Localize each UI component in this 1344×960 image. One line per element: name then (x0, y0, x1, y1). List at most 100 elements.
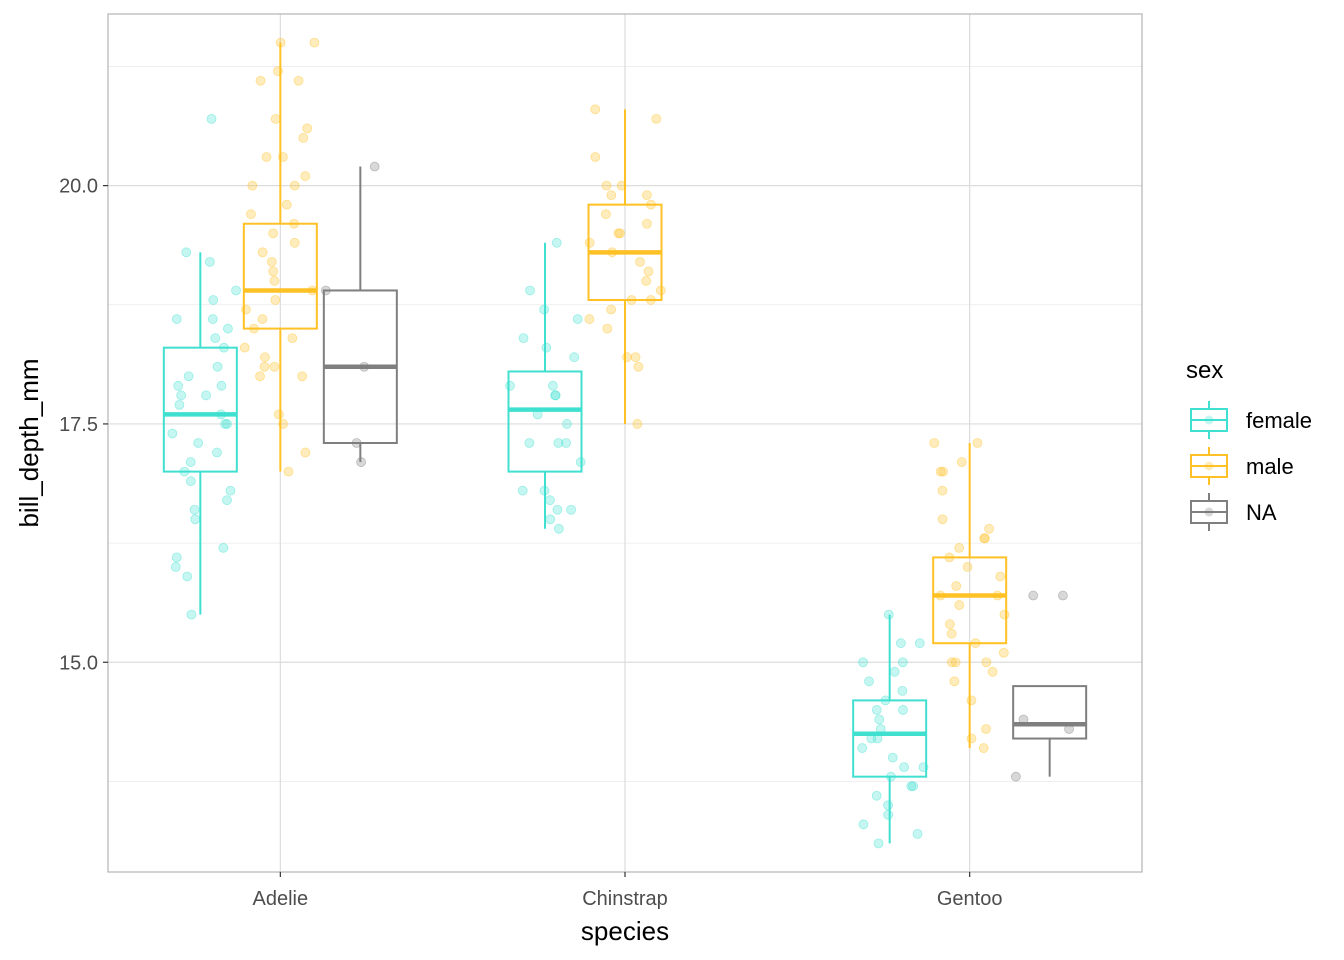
data-point (171, 552, 182, 563)
data-point (173, 380, 184, 391)
data-point (979, 533, 990, 544)
data-point (193, 438, 204, 448)
data-point (642, 218, 652, 229)
data-point (222, 419, 232, 429)
data-point (946, 628, 957, 639)
data-point (601, 180, 612, 191)
data-point (873, 838, 884, 849)
data-point (241, 304, 251, 315)
data-point (552, 504, 563, 515)
data-point (897, 657, 908, 668)
data-point (883, 809, 894, 820)
data-point (874, 714, 885, 725)
data-point (897, 685, 908, 696)
data-point (278, 152, 288, 162)
data-point (875, 724, 886, 734)
data-point (566, 504, 576, 515)
data-point (984, 523, 995, 534)
data-point (995, 571, 1006, 582)
data-point (606, 304, 617, 315)
data-point (259, 361, 270, 372)
data-point (218, 542, 229, 553)
data-point (186, 609, 197, 620)
data-point (572, 314, 583, 324)
data-point (871, 705, 882, 715)
data-point (268, 266, 279, 277)
data-point (914, 638, 925, 649)
data-point (289, 218, 299, 229)
data-point (632, 419, 643, 429)
box-iqr (507, 370, 583, 473)
data-point (858, 819, 869, 830)
data-point (351, 438, 362, 448)
y-tick-label: 17.5 (59, 414, 98, 436)
data-point (864, 676, 874, 687)
box-chinstrap-female (507, 242, 583, 529)
data-point (190, 514, 201, 525)
data-point (225, 485, 236, 496)
data-point (972, 438, 983, 448)
box-iqr (852, 699, 928, 778)
data-point (643, 266, 654, 277)
legend-label: female (1246, 408, 1312, 433)
data-point (981, 657, 992, 668)
data-point (613, 228, 624, 239)
data-point (899, 762, 910, 773)
data-point (270, 295, 281, 305)
data-point (505, 380, 515, 391)
data-point (949, 676, 960, 687)
data-point (283, 466, 294, 477)
box-gentoo-male (932, 443, 1008, 749)
data-point (273, 409, 284, 420)
data-point (1064, 724, 1074, 734)
data-point (524, 438, 535, 448)
legend-title: sex (1186, 357, 1223, 384)
data-point (569, 352, 580, 363)
data-point (185, 476, 196, 487)
y-axis-title: bill_depth_mm (14, 358, 44, 527)
y-tick-label: 15.0 (59, 652, 98, 674)
x-axis-title: species (581, 916, 669, 946)
data-point (626, 295, 637, 305)
data-point (615, 228, 625, 239)
data-point (206, 113, 217, 124)
data-point (912, 828, 923, 839)
data-point (880, 695, 891, 706)
data-point (951, 581, 962, 591)
data-point (857, 743, 868, 753)
data-point (167, 428, 178, 439)
data-point (289, 237, 300, 248)
data-point (871, 790, 882, 801)
data-point (539, 304, 550, 315)
data-point (270, 113, 281, 124)
data-point (602, 323, 613, 334)
data-point (208, 295, 219, 305)
data-point (545, 495, 555, 506)
data-point (239, 342, 250, 353)
data-point (575, 457, 586, 467)
data-point (268, 228, 279, 239)
legend-item-female: female (1190, 401, 1312, 439)
box-iqr (162, 346, 238, 473)
data-point (269, 361, 280, 372)
data-point (185, 457, 196, 467)
data-point (998, 647, 1009, 658)
data-point (866, 733, 877, 744)
data-point (204, 256, 215, 267)
data-point (944, 552, 955, 563)
data-point (207, 314, 218, 324)
x-tick-label: Gentoo (937, 888, 1003, 910)
data-point (954, 600, 965, 610)
data-point (231, 285, 241, 296)
data-point (937, 485, 948, 496)
data-point (532, 409, 543, 420)
data-point (561, 438, 571, 448)
legend-key-point (1204, 461, 1214, 471)
data-point (216, 380, 227, 391)
data-point (655, 285, 666, 296)
data-point (260, 352, 270, 363)
data-point (858, 657, 868, 668)
data-point (956, 457, 967, 467)
data-point (553, 438, 564, 448)
